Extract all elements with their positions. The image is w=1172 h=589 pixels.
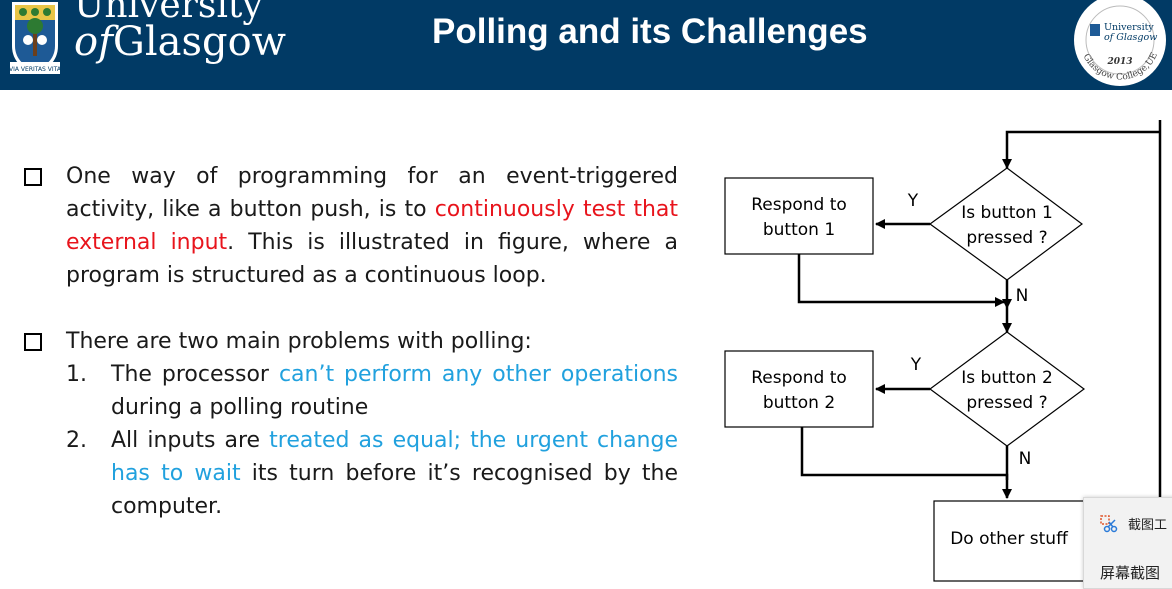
wordmark-of: of xyxy=(74,19,113,65)
university-crest-logo: VIA VERITAS VITA xyxy=(9,2,62,74)
problem2-text-part3: its turn before it’s recognised by the c… xyxy=(111,461,679,519)
bullet1-text-part1: One way of programming for an event-trig… xyxy=(66,164,678,222)
polling-flowchart: Respond to button 1 Is button 1 pressed … xyxy=(724,120,1162,583)
bullet1-text-part3: . This is illustrated in figure, where a… xyxy=(66,230,678,288)
crest-motto: VIA VERITAS VITA xyxy=(9,66,62,73)
bullet-polling-problems: There are two main problems with polling… xyxy=(22,325,678,358)
decision2-line1: Is button 2 xyxy=(961,368,1053,388)
do-other-stuff-label: Do other stuff xyxy=(950,529,1069,549)
problem2-text-part1: All inputs are xyxy=(111,428,270,453)
decision-button2-diamond xyxy=(928,331,1086,447)
decision-button1-diamond xyxy=(928,167,1084,281)
problem-item-1: 1. The processor can’t perform any other… xyxy=(22,358,678,424)
seal-name-line1: University xyxy=(1104,22,1154,33)
wordmark-glasgow: Glasgow xyxy=(112,19,286,65)
slide-body: One way of programming for an event-trig… xyxy=(22,160,678,523)
respond-button2-box xyxy=(724,350,874,428)
problem-item-2: 2. All inputs are treated as equal; the … xyxy=(22,424,678,523)
wordmark-line1: University xyxy=(74,0,263,26)
no-label-1: N xyxy=(1016,286,1029,306)
university-wordmark: University ofGlasgow xyxy=(74,0,286,62)
respond2-return-arrow xyxy=(800,427,1012,499)
bullet1-red-emphasis: continuously test that external input xyxy=(66,197,679,255)
screenshot-tool-row[interactable]: 截图工 xyxy=(1100,514,1167,533)
decision1-line1: Is button 1 xyxy=(961,203,1053,223)
yes-label-1: Y xyxy=(907,191,919,211)
header-bar: VIA VERITAS VITA University ofGlasgow Po… xyxy=(0,0,1172,90)
respond1-return-arrow xyxy=(797,254,1005,307)
problem-number: 1. xyxy=(66,362,87,387)
college-seal-logo: Glasgow College,UESTC University of Glas… xyxy=(1070,0,1166,86)
respond2-line1: Respond to xyxy=(751,368,847,388)
respond1-line2: button 1 xyxy=(763,220,835,240)
wordmark-line2: ofGlasgow xyxy=(74,22,286,62)
respond2-line2: button 2 xyxy=(763,393,835,413)
respond-button1-box xyxy=(724,177,874,255)
bullet-polling-description: One way of programming for an event-trig… xyxy=(22,160,678,292)
seal-name-line2: of Glasgow xyxy=(1104,32,1157,43)
decision2-line2: pressed ? xyxy=(966,393,1047,413)
checkbox-bullet-icon xyxy=(24,333,42,351)
no-label-2: N xyxy=(1019,449,1032,469)
scissors-icon xyxy=(1100,514,1118,532)
screen-capture-label[interactable]: 屏幕截图 xyxy=(1100,564,1161,582)
problem-number: 2. xyxy=(66,428,87,453)
screenshot-tool-popup[interactable]: 截图工 屏幕截图 xyxy=(1083,497,1172,589)
seal-year: 2013 xyxy=(1106,57,1132,67)
respond1-line1: Respond to xyxy=(751,195,847,215)
problem1-text-part3: during a polling routine xyxy=(111,395,369,420)
problem1-blue-emphasis: can’t perform any other operations xyxy=(278,362,678,387)
slide-title: Polling and its Challenges xyxy=(432,12,868,51)
problem1-text-part1: The processor xyxy=(111,362,279,387)
yes-label-2: Y xyxy=(910,355,922,375)
bullet2-text: There are two main problems with polling… xyxy=(66,329,532,354)
problem2-blue-emphasis: treated as equal; the urgent change has … xyxy=(111,428,678,486)
do-other-stuff-box xyxy=(933,500,1085,582)
decision1-line2: pressed ? xyxy=(966,228,1047,248)
screenshot-tool-label: 截图工 xyxy=(1128,518,1168,533)
checkbox-bullet-icon xyxy=(24,168,42,186)
